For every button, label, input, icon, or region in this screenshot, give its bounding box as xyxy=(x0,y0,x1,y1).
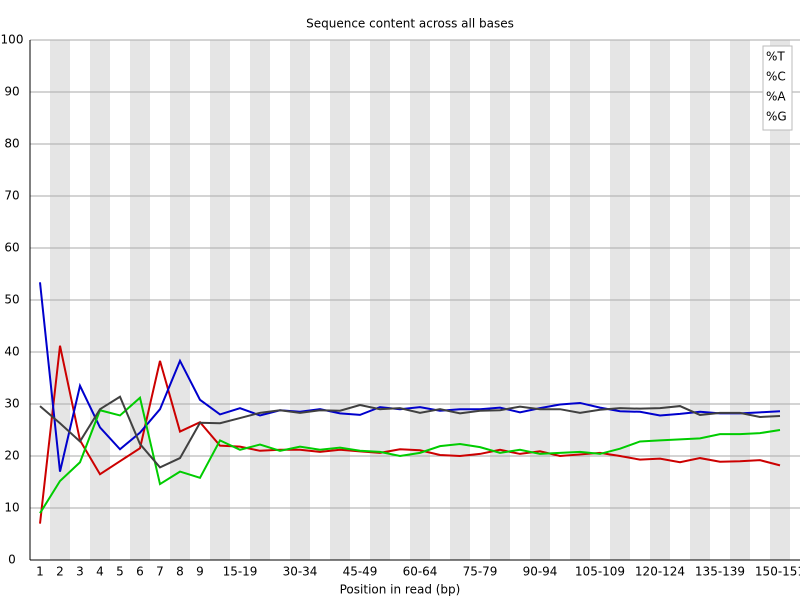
x-tick-label: 3 xyxy=(76,565,84,579)
y-tick-label: 0 xyxy=(8,553,16,567)
x-tick-label: 1 xyxy=(36,565,44,579)
legend-entry: %A xyxy=(766,90,786,104)
legend-box xyxy=(762,45,793,131)
series-line xyxy=(39,395,781,469)
x-tick-label: 90-94 xyxy=(523,565,558,579)
x-tick-label: 2 xyxy=(56,565,64,579)
legend-entry: %C xyxy=(766,70,786,84)
x-tick-label: 150-151 xyxy=(755,565,800,579)
x-tick-label: 15-19 xyxy=(223,565,258,579)
y-tick-label: 10 xyxy=(4,501,19,515)
x-tick-label: 60-64 xyxy=(403,565,438,579)
x-axis-label: Position in read (bp) xyxy=(340,583,461,597)
series-line xyxy=(39,345,781,524)
legend-entry: %G xyxy=(766,110,787,124)
x-tick-label: 6 xyxy=(136,565,144,579)
x-tick-label: 4 xyxy=(96,565,104,579)
x-tick-label: 7 xyxy=(156,565,164,579)
x-tick-label: 120-124 xyxy=(635,565,685,579)
y-tick-label: 100 xyxy=(1,33,24,47)
series-line xyxy=(39,395,781,514)
y-tick-label: 60 xyxy=(4,241,19,255)
x-tick-label: 45-49 xyxy=(343,565,378,579)
x-tick-label: 135-139 xyxy=(695,565,745,579)
x-tick-label: 75-79 xyxy=(463,565,498,579)
x-tick-label: 9 xyxy=(196,565,204,579)
y-tick-label: 30 xyxy=(4,397,19,411)
chart-title: Sequence content across all bases xyxy=(306,17,514,31)
x-tick-label: 105-109 xyxy=(575,565,625,579)
legend-entry: %T xyxy=(766,50,785,64)
y-tick-label: 20 xyxy=(4,449,19,463)
y-tick-label: 50 xyxy=(4,293,19,307)
x-tick-label: 5 xyxy=(116,565,124,579)
y-tick-label: 90 xyxy=(4,85,19,99)
y-tick-label: 40 xyxy=(4,345,19,359)
y-tick-label: 80 xyxy=(4,137,19,151)
series-line xyxy=(39,282,781,472)
x-tick-label: 30-34 xyxy=(283,565,318,579)
y-tick-label: 70 xyxy=(4,189,19,203)
x-tick-label: 8 xyxy=(176,565,184,579)
